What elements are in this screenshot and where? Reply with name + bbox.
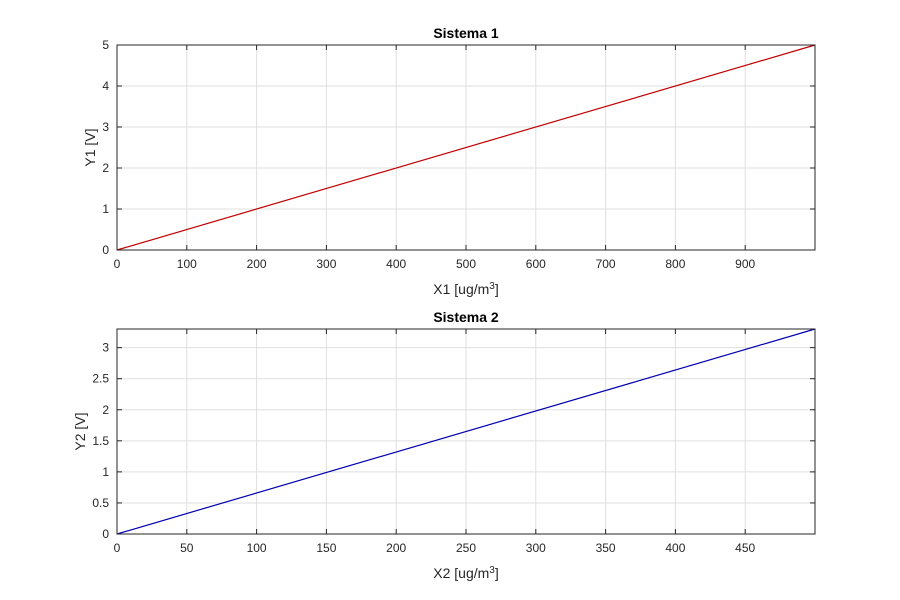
chart2-xlabel: X2 [ug/m3] <box>433 565 498 582</box>
chart1-series-line <box>116 44 816 251</box>
chart1-xlabel-end: ] <box>495 281 499 297</box>
chart2-x-tick-label: 300 <box>526 541 546 555</box>
chart2-title: Sistema 2 <box>433 309 499 325</box>
chart1-x-tick-label: 600 <box>526 257 546 271</box>
chart2-x-tick-label: 100 <box>247 541 267 555</box>
chart1-y-tick-label: 3 <box>102 120 109 134</box>
chart1-xlabel: X1 [ug/m3] <box>433 281 498 298</box>
chart1-y-tick-label: 0 <box>102 243 109 257</box>
chart1-xlabel-sup: 3 <box>489 281 495 292</box>
chart2-y-tick-label: 3 <box>102 341 109 355</box>
chart1-y-tick-label: 1 <box>102 202 109 216</box>
chart2-y-tick-label: 2.5 <box>92 372 109 386</box>
chart1-y-tick-label: 4 <box>102 79 109 93</box>
chart2-x-tick-label: 0 <box>114 541 121 555</box>
chart1-x-tick-label: 0 <box>114 257 121 271</box>
chart2-group: 0 50 100 150 200 250 300 350 400 450 0 0.5 1 1.5 2 2.5 3… <box>72 309 816 582</box>
chart1-x-tick-label: 200 <box>247 257 267 271</box>
chart2-x-tick-label: 200 <box>386 541 406 555</box>
chart2-x-tick-label: 250 <box>456 541 476 555</box>
chart2-y-tick-label: 0 <box>102 527 109 541</box>
chart1-x-tick-label: 400 <box>386 257 406 271</box>
chart2-x-tick-label: 450 <box>735 541 755 555</box>
chart1-x-tick-label: 500 <box>456 257 476 271</box>
chart1-x-tick-label: 700 <box>596 257 616 271</box>
chart1-xlabel-text: X1 [ug/m <box>433 281 489 297</box>
chart2-xlabel-text: X2 [ug/m <box>433 565 489 581</box>
chart1-y-tick-label: 5 <box>102 38 109 52</box>
chart2-xlabel-sup: 3 <box>489 565 495 576</box>
chart1-title: Sistema 1 <box>433 25 499 41</box>
chart2-x-tick-label: 150 <box>316 541 336 555</box>
chart2-xlabel-end: ] <box>495 565 499 581</box>
chart2-x-tick-label: 50 <box>180 541 194 555</box>
chart2-x-tick-label: 400 <box>665 541 685 555</box>
chart2-ylabel: Y2 [V] <box>72 412 88 450</box>
chart1-group: 0 100 200 300 400 500 600 700 800 900 0 1 2 3 4 5 Sistem… <box>82 25 816 298</box>
chart2-x-tick-label: 350 <box>596 541 616 555</box>
chart2-y-tick-label: 2 <box>102 403 109 417</box>
chart1-y-tick-label: 2 <box>102 161 109 175</box>
chart1-ylabel: Y1 [V] <box>82 128 98 166</box>
chart1-x-tick-label: 100 <box>177 257 197 271</box>
chart1-x-tick-label: 300 <box>316 257 336 271</box>
chart1-x-tick-label: 800 <box>665 257 685 271</box>
chart2-y-tick-label: 0.5 <box>92 496 109 510</box>
chart2-y-tick-label: 1.5 <box>92 434 109 448</box>
chart1-x-tick-label: 900 <box>735 257 755 271</box>
chart2-y-tick-label: 1 <box>102 465 109 479</box>
chart2-series-line <box>116 328 816 535</box>
